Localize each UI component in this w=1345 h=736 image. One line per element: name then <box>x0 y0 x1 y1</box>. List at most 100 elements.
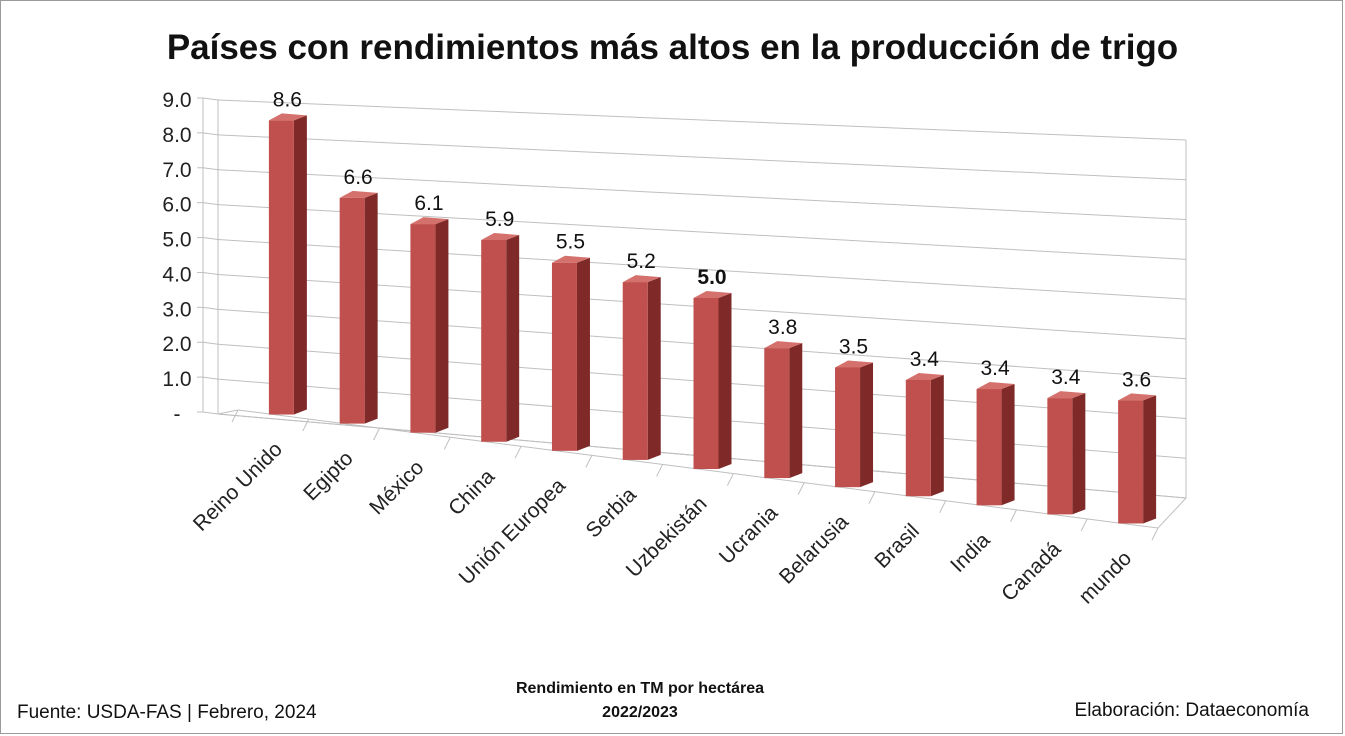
y-tick-label: 3.0 <box>162 298 191 321</box>
bar <box>905 372 944 497</box>
gridline-depth <box>202 132 219 136</box>
bar <box>622 275 661 460</box>
bar-front <box>905 379 931 497</box>
bar-side <box>435 219 449 433</box>
gridline <box>217 239 1187 300</box>
gridline-depth <box>202 306 219 310</box>
x-tick <box>939 500 947 513</box>
bar <box>551 255 590 451</box>
category-label: Canadá <box>997 537 1066 606</box>
category-label: India <box>946 528 995 577</box>
y-tick-label: - <box>174 403 181 426</box>
bar-front <box>622 282 648 460</box>
bar-side <box>576 257 590 451</box>
bar <box>268 113 307 415</box>
gridline-depth <box>202 376 219 380</box>
bar-front <box>268 120 294 415</box>
bar-side <box>506 234 520 442</box>
gridline <box>217 169 1187 221</box>
y-tick-label: 1.0 <box>162 368 191 391</box>
data-labels: 8.6 6.6 6.1 5.9 5.5 5.2 5.0 3.8 3.5 3.4 3.4 3.4 3.6 <box>273 88 1151 391</box>
y-tick-label: 7.0 <box>162 159 191 182</box>
x-tick <box>373 427 380 441</box>
gridline <box>217 204 1187 260</box>
x-tick <box>868 491 876 504</box>
category-label: Brasil <box>870 520 923 573</box>
bar <box>410 217 449 433</box>
bar-side <box>930 374 944 497</box>
data-label: 3.6 <box>1122 368 1151 391</box>
gridline-depth <box>202 167 219 171</box>
bar-top <box>764 341 803 349</box>
y-axis: - 1.0 2.0 3.0 4.0 5.0 6.0 7.0 8.0 9.0 <box>162 89 191 426</box>
gridline <box>217 99 1187 141</box>
bar-top <box>551 255 590 263</box>
gridline-depth <box>202 97 219 101</box>
bar-front <box>1047 398 1073 515</box>
bar <box>339 190 378 424</box>
category-label: Egipto <box>299 447 357 505</box>
bar <box>835 360 874 488</box>
data-label: 6.6 <box>344 166 373 189</box>
y-tick-label: 9.0 <box>162 89 191 112</box>
bar-front <box>481 239 507 442</box>
category-label: mundo <box>1074 547 1136 609</box>
bar-side <box>1001 384 1015 506</box>
x-tick <box>514 446 522 459</box>
x-tick <box>1010 509 1017 523</box>
y-tick-label: 6.0 <box>162 194 191 217</box>
axis-title-line1: Rendimiento en TM por hectárea <box>515 680 765 697</box>
bar <box>693 291 732 469</box>
gridline-depth <box>202 271 219 275</box>
data-label: 5.2 <box>627 250 656 273</box>
bar-side <box>1143 395 1157 524</box>
gridline-depth <box>202 202 219 206</box>
bar-top <box>693 291 732 298</box>
bar <box>1118 393 1157 524</box>
bar-top <box>410 217 449 225</box>
bar-side <box>293 115 307 415</box>
bar-top <box>481 232 520 240</box>
bar-side <box>718 293 732 469</box>
bar-side <box>860 362 874 488</box>
y-tick-label: 2.0 <box>162 333 191 356</box>
bar-side <box>647 277 661 460</box>
y-tick-label: 5.0 <box>162 229 191 252</box>
bar-top <box>905 372 944 380</box>
x-tick <box>1151 527 1159 541</box>
source-note: Fuente: USDA-FAS | Febrero, 2024 <box>17 702 317 723</box>
data-label: 5.9 <box>485 208 514 231</box>
bar-top <box>976 382 1015 390</box>
bar <box>1047 391 1086 515</box>
bar <box>976 382 1015 506</box>
bar-front <box>339 197 365 424</box>
bar-front <box>693 298 719 469</box>
gridline <box>217 134 1187 181</box>
bar-front <box>976 389 1002 506</box>
x-tick <box>726 473 734 486</box>
bar-top <box>268 113 307 121</box>
category-label: Uzbekistán <box>622 492 712 582</box>
category-label: Serbia <box>582 483 641 542</box>
bar-side <box>364 192 378 424</box>
credit-note: Elaboración: Dataeconomía <box>1074 700 1309 721</box>
bar-front <box>551 262 577 451</box>
data-label: 3.5 <box>839 335 868 358</box>
data-label: 6.1 <box>414 192 443 215</box>
bars <box>268 113 1157 524</box>
bar-front <box>764 348 790 479</box>
category-label: China <box>444 465 499 520</box>
data-label: 8.6 <box>273 88 302 111</box>
category-label: Reino Unido <box>189 438 287 536</box>
data-label: 3.4 <box>1051 366 1081 389</box>
x-tick <box>443 437 451 450</box>
x-tick <box>1080 518 1088 532</box>
bar-front <box>1118 400 1144 524</box>
data-label: 5.5 <box>556 231 585 254</box>
data-label: 5.0 <box>697 266 726 289</box>
bar-top <box>1118 393 1157 401</box>
bar-top <box>1047 391 1086 399</box>
gridline-depth <box>202 341 219 345</box>
data-label: 3.4 <box>910 348 940 371</box>
